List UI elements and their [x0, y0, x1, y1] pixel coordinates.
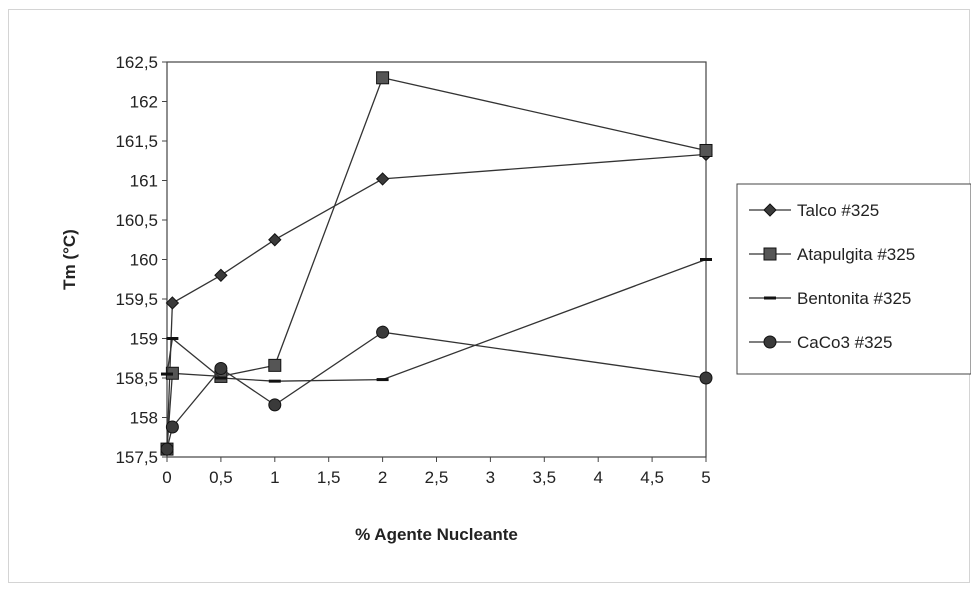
- x-tick-label: 2: [378, 468, 387, 487]
- x-tick-label: 1,5: [317, 468, 341, 487]
- data-point-caco3-325: [376, 325, 390, 339]
- x-tick-label: 3: [486, 468, 495, 487]
- data-point-caco3-325: [214, 362, 228, 376]
- legend-item: Atapulgita #325: [749, 245, 915, 264]
- data-point-caco3-325: [268, 398, 282, 412]
- legend-label: Atapulgita #325: [797, 245, 915, 264]
- y-tick-label: 160: [130, 251, 158, 270]
- y-tick-label: 159: [130, 330, 158, 349]
- series-caco3-325: [160, 325, 713, 456]
- legend-item: Talco #325: [749, 201, 879, 220]
- series-bentonita-325: [161, 258, 712, 383]
- data-point-atapulgita-325: [699, 143, 713, 157]
- data-point-talco-325: [214, 268, 228, 283]
- x-tick-label: 1: [270, 468, 279, 487]
- legend: Talco #325 Atapulgita #325 Bentonita #325 C…: [736, 183, 971, 375]
- data-point-bentonita-325: [700, 258, 712, 261]
- y-axis: 157,5 158 158,5 159 159,5 160 160,5 161 161,5 162…: [115, 53, 167, 467]
- legend-label: Bentonita #325: [797, 289, 911, 308]
- y-tick-label: 157,5: [115, 448, 158, 467]
- legend-label: Talco #325: [797, 201, 879, 220]
- data-point-atapulgita-325: [376, 71, 390, 85]
- y-tick-label: 158,5: [115, 369, 158, 388]
- y-tick-label: 159,5: [115, 290, 158, 309]
- legend-marker: [764, 296, 776, 300]
- legend-item: CaCo3 #325: [749, 333, 892, 352]
- series-line-atapulgita-325: [166, 77, 707, 450]
- y-axis-title: Tm (°C): [60, 229, 79, 290]
- series-line-talco-325: [166, 153, 707, 450]
- legend-item: Bentonita #325: [749, 289, 911, 308]
- line-chart: 157,5 158 158,5 159 159,5 160 160,5 161 161,5 162…: [60, 53, 971, 544]
- x-tick-label: 0,5: [209, 468, 233, 487]
- series-line-bentonita-325: [166, 258, 707, 382]
- data-point-caco3-325: [699, 371, 713, 385]
- y-tick-label: 158: [130, 409, 158, 428]
- series-line-caco3-325: [166, 331, 707, 450]
- chart-frame: 157,5 158 158,5 159 159,5 160 160,5 161 161,5 162…: [8, 9, 971, 583]
- series-talco-325: [160, 147, 713, 456]
- data-point-talco-325: [268, 233, 282, 247]
- x-tick-label: 4: [593, 468, 602, 487]
- y-tick-label: 160,5: [115, 211, 158, 230]
- x-tick-label: 0: [162, 468, 171, 487]
- x-tick-label: 4,5: [640, 468, 664, 487]
- legend-marker: [763, 335, 777, 349]
- data-point-talco-325: [375, 172, 390, 186]
- y-tick-label: 162: [130, 93, 158, 112]
- x-tick-label: 3,5: [532, 468, 556, 487]
- data-point-bentonita-325: [268, 379, 281, 383]
- series-atapulgita-325: [160, 71, 713, 456]
- data-point-bentonita-325: [161, 372, 173, 376]
- legend-label: CaCo3 #325: [797, 333, 892, 352]
- series-layer: [160, 71, 713, 456]
- y-tick-label: 162,5: [115, 53, 158, 72]
- data-point-caco3-325: [160, 442, 174, 456]
- x-tick-label: 5: [701, 468, 710, 487]
- legend-marker: [763, 247, 777, 261]
- x-tick-label: 2,5: [425, 468, 449, 487]
- y-tick-label: 161: [130, 172, 158, 191]
- data-point-bentonita-325: [214, 376, 227, 380]
- data-point-atapulgita-325: [268, 358, 282, 372]
- legend-marker: [763, 203, 777, 217]
- data-point-talco-325: [165, 296, 180, 310]
- data-point-bentonita-325: [166, 337, 179, 340]
- data-point-caco3-325: [165, 420, 179, 434]
- x-axis-title: % Agente Nucleante: [355, 525, 518, 544]
- plot-area: [166, 61, 707, 458]
- data-point-bentonita-325: [376, 378, 389, 382]
- x-axis: 0 0,5 1 1,5 2 2,5 3 3,5 4 4,5 5: [162, 457, 711, 487]
- y-tick-label: 161,5: [115, 132, 158, 151]
